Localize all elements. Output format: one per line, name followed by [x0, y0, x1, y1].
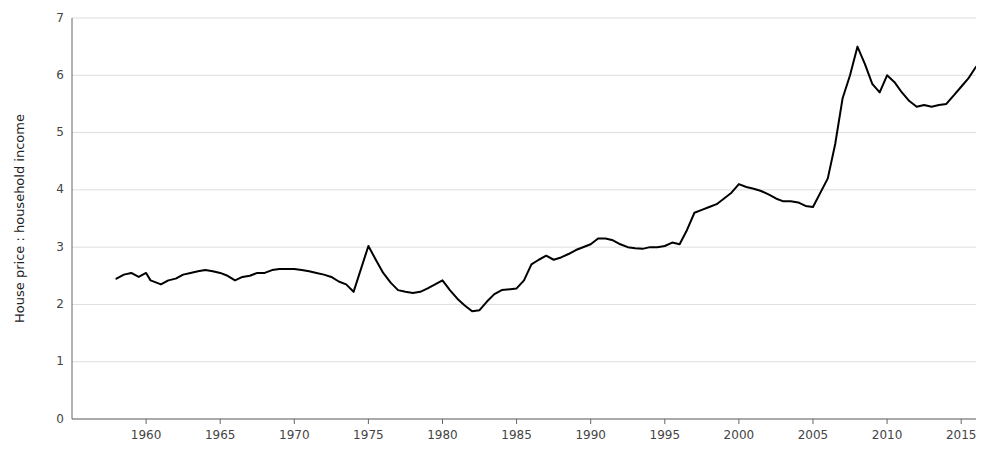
chart: 0 1 2 3 4 5 6 7 1960 1965 1970 1975 1980 1985 1990 1995…: [0, 0, 1000, 459]
y-axis-line: [72, 18, 73, 419]
x-tick-label: 2005: [798, 428, 829, 442]
x-tick-label: 2015: [946, 428, 977, 442]
y-grid: [72, 18, 976, 419]
x-tick-label: 1990: [575, 428, 606, 442]
x-tick: [220, 419, 221, 424]
y-tick-label: 5: [56, 125, 64, 139]
grid-line: [72, 247, 976, 248]
x-tick-label: 1995: [650, 428, 681, 442]
x-tick: [368, 419, 369, 424]
x-tick: [442, 419, 443, 424]
grid-line: [72, 419, 976, 420]
x-axis-line: [72, 419, 976, 420]
grid-line: [72, 75, 976, 76]
x-tick-label: 1975: [353, 428, 384, 442]
y-tick-label: 6: [56, 68, 64, 82]
y-tick-label: 4: [56, 182, 64, 196]
y-axis-label: House price : household income: [12, 114, 27, 323]
x-tick: [738, 419, 739, 424]
x-tick: [590, 419, 591, 424]
x-tick: [664, 419, 665, 424]
x-tick-label: 2000: [724, 428, 755, 442]
y-tick-label: 1: [56, 354, 64, 368]
x-tick: [516, 419, 517, 424]
grid-line: [72, 304, 976, 305]
grid-line: [72, 132, 976, 133]
x-tick-label: 1980: [427, 428, 458, 442]
x-tick-label: 2010: [872, 428, 903, 442]
grid-line: [72, 18, 976, 19]
x-tick: [812, 419, 813, 424]
x-tick-label: 1985: [501, 428, 532, 442]
grid-line: [72, 189, 976, 190]
x-tick-label: 1970: [279, 428, 310, 442]
x-tick: [887, 419, 888, 424]
x-tick-label: 1960: [131, 428, 162, 442]
y-tick-label: 7: [56, 11, 64, 25]
line: [116, 47, 976, 312]
x-tick-label: 1965: [205, 428, 236, 442]
y-tick-label: 2: [56, 297, 64, 311]
y-tick-label: 0: [56, 412, 64, 426]
x-tick: [146, 419, 147, 424]
plot-area: [116, 47, 976, 312]
x-tick: [961, 419, 962, 424]
grid-line: [72, 361, 976, 362]
y-tick-label: 3: [56, 240, 64, 254]
x-tick: [294, 419, 295, 424]
